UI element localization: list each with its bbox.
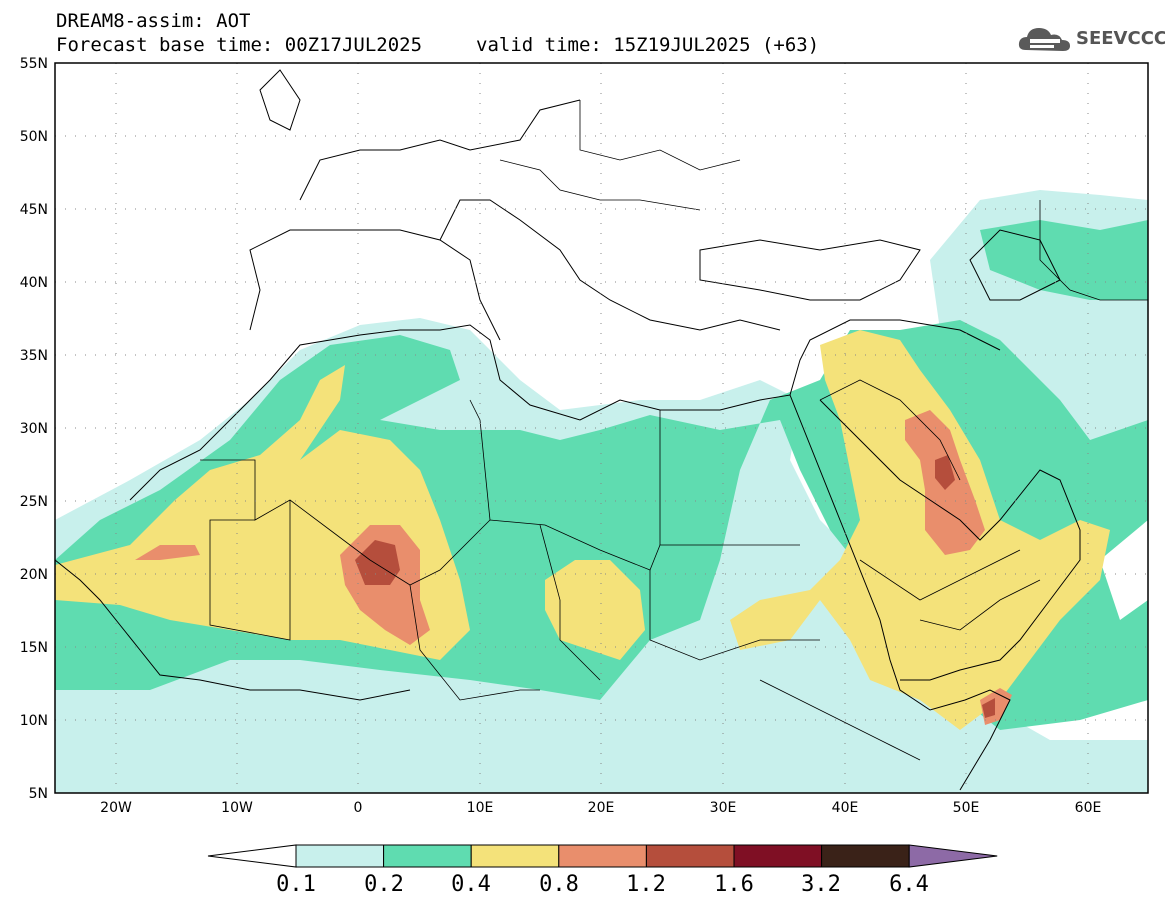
colorbar-label: 6.4 [889,872,929,897]
colorbar-label: 0.1 [276,872,316,897]
lat-label: 5N [29,786,48,802]
lon-label: 50E [953,800,980,816]
lon-label: 20E [588,800,615,816]
colorbar-label: 0.4 [451,872,491,897]
colorbar-label: 0.2 [364,872,404,897]
lat-label: 45N [20,202,48,218]
seevccc-logo: SEEVCCC [1016,22,1165,56]
lon-label: 10E [467,800,494,816]
colorbar-label: 3.2 [801,872,841,897]
lat-label: 20N [20,567,48,583]
lat-label: 50N [20,129,48,145]
lon-label: 20W [100,800,132,816]
lat-label: 30N [20,421,48,437]
colorbar-label: 1.6 [714,872,754,897]
aot-region-veryhigh-mali [355,540,400,585]
colorbar [207,844,998,868]
lon-label: 0 [354,800,363,816]
colorbar-swatch [821,844,910,868]
colorbar-over-arrow [908,844,998,868]
colorbar-label: 1.2 [626,872,666,897]
lon-label: 60E [1075,800,1102,816]
colorbar-swatch [645,844,735,868]
logo-text: SEEVCCC [1076,28,1165,49]
colorbar-swatch [470,844,560,868]
lat-label: 55N [20,56,48,72]
lat-label: 35N [20,348,48,364]
aot-region-mid-arabia [730,330,1110,730]
aot-region-veryhigh-somalia [982,698,995,718]
country-borders [200,100,1148,761]
lat-label: 25N [20,494,48,510]
plot-frame [54,62,1149,794]
lon-label: 10W [221,800,253,816]
lat-label: 10N [20,713,48,729]
lon-labels: 20W 10W 0 10E 20E 30E 40E 50E 60E [100,800,1101,816]
aot-region-veryhigh-arabia [935,455,955,490]
colorbar-label: 0.8 [539,872,579,897]
aot-region-high-mauritania [135,545,200,560]
valid-time: valid time: 15Z19JUL2025 (+63) [476,34,820,56]
gridlines [55,63,1148,793]
colorbar-swatch [295,844,385,868]
colorbar-under-arrow [207,844,297,868]
lat-label: 40N [20,275,48,291]
colorbar-swatch [558,844,647,868]
map-title: DREAM8-assim: AOT [56,10,251,32]
lat-labels: 55N 50N 45N 40N 35N 30N 25N 20N 15N 10N … [20,56,48,802]
lat-label: 15N [20,640,48,656]
lon-label: 30E [710,800,737,816]
forecast-base-time: Forecast base time: 00Z17JUL2025 [56,34,423,56]
lon-label: 40E [832,800,859,816]
aot-region-low-ne [980,220,1148,300]
aot-region-mid-chad [545,560,645,660]
cloud-icon [1018,28,1070,51]
colorbar-swatch [733,844,823,868]
colorbar-swatch [383,844,472,868]
